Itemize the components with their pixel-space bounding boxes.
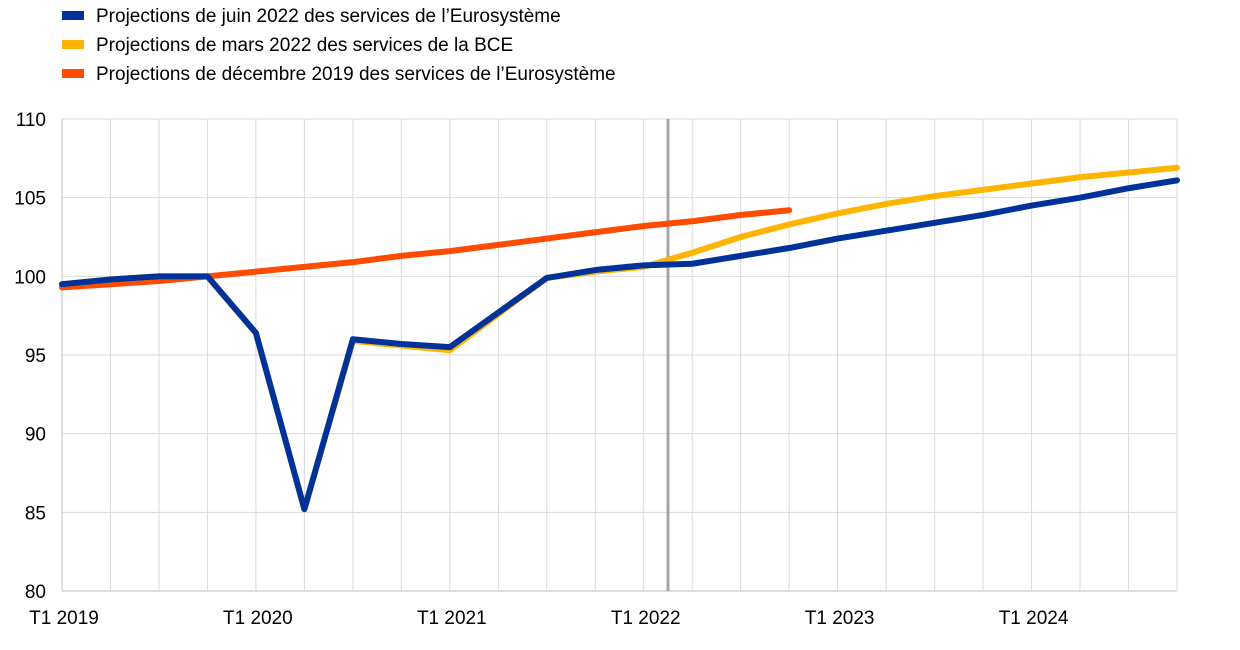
y-tick-label: 105: [14, 189, 46, 210]
axes: 80 85 90 95 100 105 110 T1 2019 T1 2020 T1 2021 T1…: [14, 110, 1177, 629]
legend-swatch: [62, 69, 84, 78]
x-tick-label: T1 2024: [999, 608, 1069, 629]
legend-label: Projections de décembre 2019 des service…: [96, 64, 616, 85]
x-tick-label: T1 2019: [29, 608, 99, 629]
legend-label: Projections de juin 2022 des services de…: [96, 6, 561, 27]
x-tick-label: T1 2023: [805, 608, 875, 629]
legend-swatch: [62, 40, 84, 49]
legend-swatch: [62, 11, 84, 20]
x-tick-label: T1 2022: [611, 608, 681, 629]
y-tick-label: 100: [14, 267, 46, 288]
legend-label: Projections de mars 2022 des services de…: [96, 35, 513, 56]
y-tick-label: 80: [25, 582, 46, 603]
y-tick-label: 95: [25, 346, 46, 367]
y-tick-label: 90: [25, 425, 46, 446]
x-tick-label: T1 2020: [223, 608, 293, 629]
series-line: [59, 164, 1180, 513]
y-tick-label: 85: [25, 503, 46, 524]
legend: Projections de juin 2022 des services de…: [62, 6, 616, 85]
grid: [61, 118, 1178, 592]
series-lines: [59, 164, 1180, 513]
x-tick-label: T1 2021: [417, 608, 487, 629]
y-tick-label: 110: [16, 110, 46, 131]
series-line: [59, 177, 1180, 513]
